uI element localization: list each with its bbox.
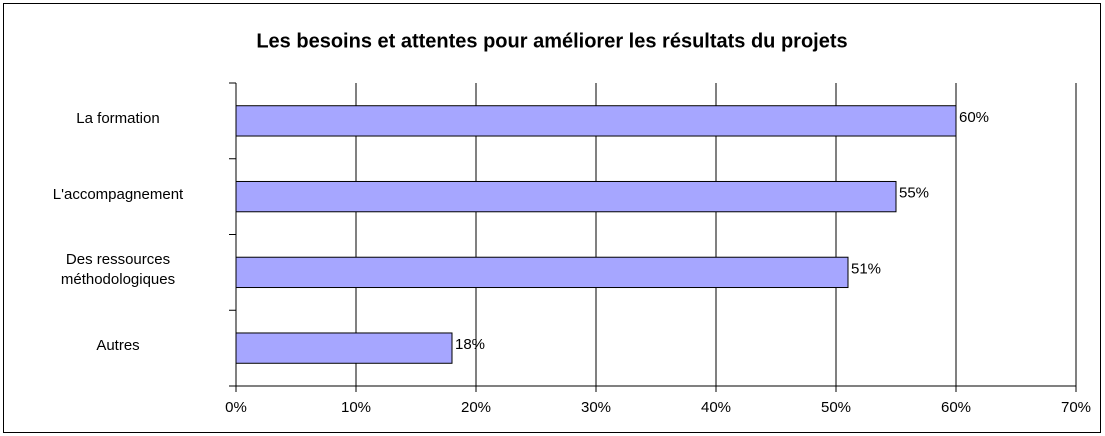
y-tick-label: La formation	[76, 109, 160, 127]
bar	[235, 256, 849, 289]
x-tick-label: 30%	[581, 399, 611, 416]
x-tick-label: 40%	[701, 399, 731, 416]
y-tick-label: Des ressources méthodologiques	[60, 251, 176, 289]
y-tick-label: Autres	[96, 337, 140, 355]
value-label: 60%	[959, 109, 989, 126]
bar	[235, 180, 897, 213]
x-tick-label: 10%	[341, 399, 371, 416]
y-tick-label: L'accompagnement	[52, 185, 184, 203]
x-tick-label: 70%	[1061, 399, 1091, 416]
bar	[235, 332, 453, 364]
bar	[235, 105, 957, 137]
value-label: 55%	[899, 185, 929, 202]
x-tick-label: 60%	[941, 399, 971, 416]
value-label: 51%	[851, 260, 881, 277]
chart-title: Les besoins et attentes pour améliorer l…	[256, 30, 847, 52]
value-label: 18%	[455, 336, 485, 353]
x-tick-label: 0%	[225, 399, 247, 416]
x-tick-label: 50%	[821, 399, 851, 416]
chart-border	[3, 3, 1101, 433]
x-tick-label: 20%	[461, 399, 491, 416]
